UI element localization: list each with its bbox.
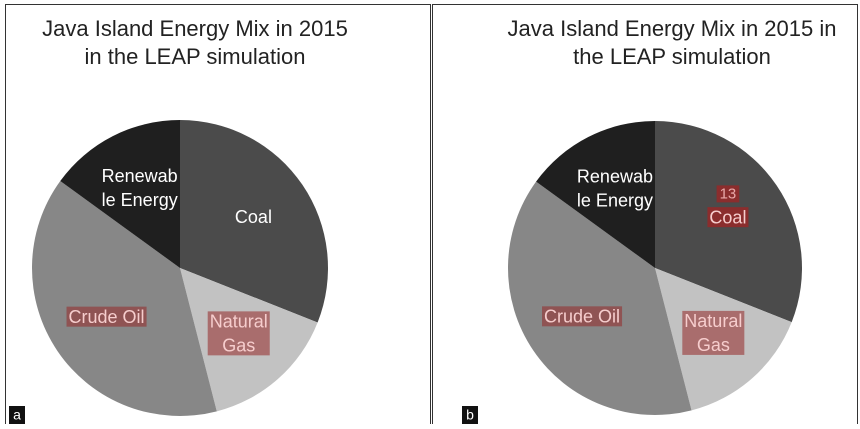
chart-title: Java Island Energy Mix in 2015 in the LEA… [42, 16, 348, 69]
slice-label: Coal [709, 207, 746, 227]
slice-label: Renewab le Energy [577, 166, 653, 210]
panel-frame [432, 4, 858, 429]
panel-tag-bg [462, 406, 478, 424]
pie-slice [536, 121, 655, 268]
panel-frame [5, 4, 431, 429]
slice-label: Renewab le Energy [102, 166, 178, 210]
slice-label: Crude Oil [69, 307, 145, 327]
label-highlight [542, 306, 623, 327]
annotation: 13 [720, 185, 737, 202]
slice-label: Natural Gas [210, 311, 268, 355]
pie-slice [60, 120, 180, 268]
slice-label: Coal [235, 207, 272, 227]
label-highlight [682, 310, 745, 355]
chart-title: Java Island Energy Mix in 2015 in the LEA… [508, 16, 837, 69]
pie-slice [31, 181, 217, 417]
pie-slice [508, 181, 692, 415]
slice-label: Natural Gas [684, 311, 742, 355]
label-highlight [716, 185, 740, 203]
panel-tag-bg [9, 406, 25, 424]
pie-slice [180, 120, 329, 323]
label-highlight [707, 207, 749, 228]
label-highlight [207, 311, 270, 356]
panel-tag: a [13, 407, 21, 423]
label-highlight [66, 306, 147, 327]
panel-tag: b [466, 407, 474, 423]
slice-label: Crude Oil [544, 306, 620, 326]
